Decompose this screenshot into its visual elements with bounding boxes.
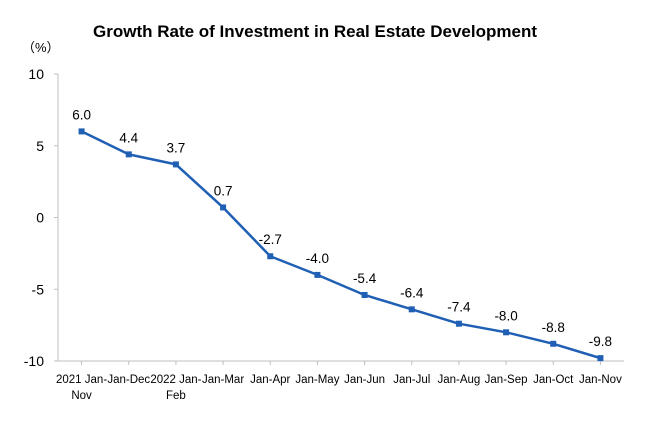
data-label: 0.7 bbox=[214, 183, 233, 198]
x-tick-label: Jan-Apr bbox=[250, 374, 290, 386]
data-point bbox=[550, 340, 557, 347]
data-point bbox=[597, 355, 604, 362]
x-tick-label: Jan-Nov bbox=[579, 374, 622, 386]
data-point bbox=[314, 271, 321, 278]
data-point bbox=[455, 320, 462, 327]
y-tick-label: 5 bbox=[36, 138, 44, 154]
data-point bbox=[503, 329, 510, 336]
data-label: -8.8 bbox=[542, 320, 565, 335]
x-tick-label: Jan-Oct bbox=[533, 374, 574, 386]
x-tick-label: Jan-Mar bbox=[202, 374, 244, 386]
data-label: -4.0 bbox=[306, 251, 329, 266]
data-point bbox=[78, 128, 85, 135]
x-tick-label: Jan-Aug bbox=[437, 374, 480, 386]
data-label: 6.0 bbox=[72, 107, 91, 122]
data-label: -7.4 bbox=[447, 300, 471, 315]
data-label: -5.4 bbox=[353, 271, 377, 286]
x-tick-label: Jan-May bbox=[295, 374, 339, 386]
x-tick-label: Jan-Dec bbox=[107, 374, 150, 386]
y-tick-label: 10 bbox=[28, 66, 44, 82]
y-axis-unit-label: （%） bbox=[22, 40, 60, 55]
data-label: 4.4 bbox=[119, 130, 138, 145]
y-tick-label: -5 bbox=[32, 281, 45, 297]
x-tick-label: Jan-Sep bbox=[485, 374, 528, 386]
y-tick-label: -10 bbox=[24, 353, 44, 369]
x-tick-label: 2022 Jan-Feb bbox=[150, 374, 201, 402]
data-label: -9.8 bbox=[589, 334, 612, 349]
data-point bbox=[408, 306, 415, 313]
data-label: -2.7 bbox=[259, 232, 282, 247]
series-line bbox=[81, 130, 601, 360]
data-label: -8.0 bbox=[494, 308, 517, 323]
data-point bbox=[220, 204, 227, 211]
x-tick-label: Jan-Jun bbox=[344, 374, 385, 386]
data-label: 3.7 bbox=[167, 140, 186, 155]
x-tick-label: Jan-Jul bbox=[393, 374, 430, 386]
data-label: -6.4 bbox=[400, 285, 424, 300]
data-point bbox=[172, 161, 179, 168]
y-tick-label: 0 bbox=[36, 210, 44, 226]
chart-title: Growth Rate of Investment in Real Estate… bbox=[93, 22, 537, 41]
x-tick-label: 2021 Jan-Nov bbox=[56, 374, 107, 402]
data-point bbox=[267, 253, 274, 260]
data-point bbox=[125, 151, 132, 158]
data-point bbox=[361, 291, 368, 298]
